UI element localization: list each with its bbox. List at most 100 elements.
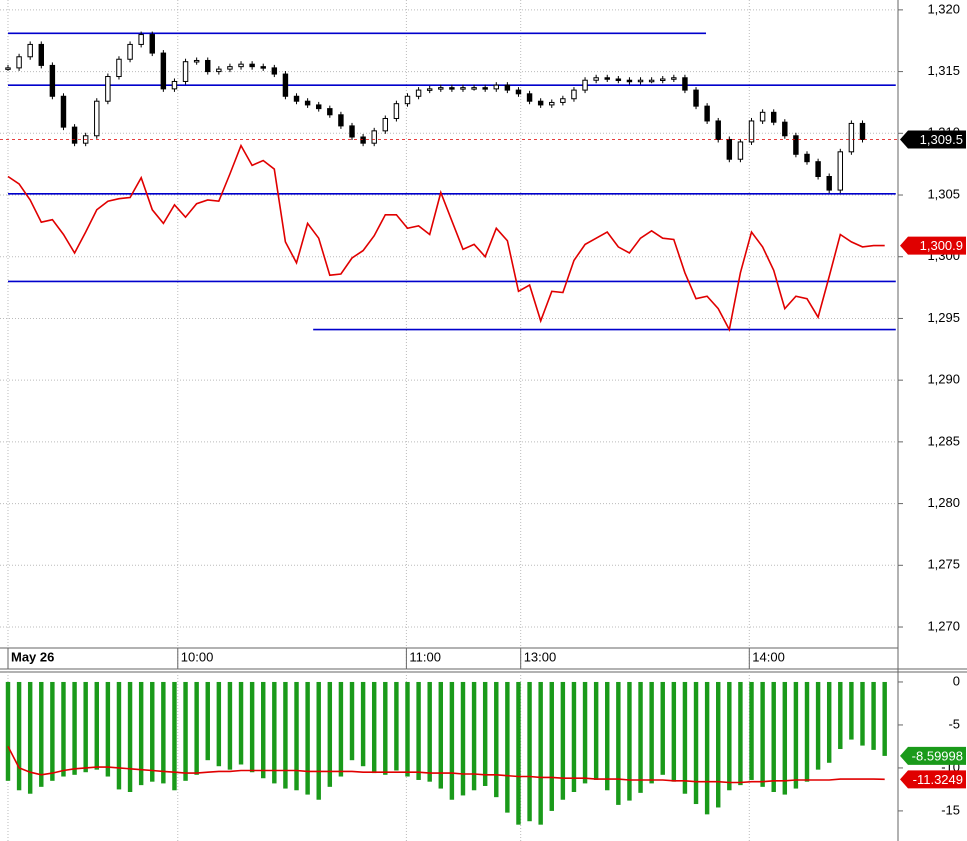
candle [471,87,477,90]
bar [150,681,155,782]
bar [249,681,255,773]
x-tick-label: 14:00 [752,649,785,664]
candle [648,79,655,83]
bar [61,681,66,777]
bar [394,681,399,771]
value-badge [900,746,966,765]
candle [60,95,67,128]
candle [193,59,200,63]
value-badge-label: 1,300.9 [920,238,963,253]
candle [449,87,455,90]
candle [560,98,566,103]
line [7,143,885,332]
candle [604,77,610,80]
bar [83,681,88,773]
y-tick-label: 1,320 [927,1,960,16]
y-tick-label: 1,270 [927,618,960,633]
candle [315,104,322,110]
bar [449,681,455,800]
bar [5,681,11,781]
candle [815,161,821,178]
bar [371,681,377,774]
bar [671,681,677,782]
bar [294,681,299,791]
candle [682,77,688,91]
bar [882,681,887,756]
candle [482,87,488,90]
bar [172,681,177,791]
bar [516,681,521,825]
candle [349,125,355,138]
candle [282,73,289,97]
candle [748,120,755,143]
bar [693,681,699,805]
candle [526,93,533,102]
candle [160,52,167,90]
bar [338,681,344,777]
candle [271,67,278,75]
bar [871,681,876,750]
y-tick-label: 1,275 [927,557,960,572]
y-tick-label: -5 [948,716,960,731]
candle [493,84,499,90]
y-tick-label: -15 [941,802,960,817]
bar [471,681,477,791]
x-tick-label: 11:00 [409,649,441,664]
candle [759,111,766,122]
value-badge [900,770,966,789]
bar [494,681,499,798]
bar [660,681,665,775]
candle [415,89,422,97]
y-tick-label: 1,315 [927,63,960,78]
candle [127,43,133,60]
bar [427,681,432,782]
bar [360,681,366,767]
bar [482,681,488,786]
bar [571,681,577,793]
bar [826,681,832,763]
candle [549,101,555,106]
bar [127,681,133,793]
bar [72,681,77,775]
bar [771,681,776,793]
candle [704,105,710,122]
candle [615,78,622,81]
y-tick-label: 1,290 [927,372,960,387]
candle [537,100,544,106]
value-badge [900,130,966,149]
candle [504,84,511,91]
candle [16,56,22,69]
bar [238,681,244,765]
candle [371,130,377,144]
candle [27,43,33,58]
bar [50,681,55,781]
bar [16,681,22,791]
bar [438,681,444,789]
candle [49,64,56,97]
candle [438,87,444,90]
candle [138,34,144,45]
bar [316,681,321,800]
x-tick-label: 10:00 [181,649,214,664]
candle [626,79,633,83]
bar [105,681,111,777]
bar [216,681,222,767]
panel: -15-10-50-8.59998-11.3249 [5,673,966,825]
candle [116,58,122,78]
candle [726,138,733,160]
candle [182,61,189,82]
line [7,746,885,784]
value-badge-label: -8.59998 [912,748,963,763]
bar [638,681,643,793]
bar [227,681,233,770]
bar [349,681,355,761]
candle [249,63,255,68]
x-tick-label: May 26 [11,649,54,664]
bar [327,681,333,787]
value-badge-label: 1,309.5 [920,132,963,147]
bar [261,681,266,779]
y-tick-label: 1,280 [927,495,960,510]
bar [649,681,654,784]
bar [272,681,277,784]
